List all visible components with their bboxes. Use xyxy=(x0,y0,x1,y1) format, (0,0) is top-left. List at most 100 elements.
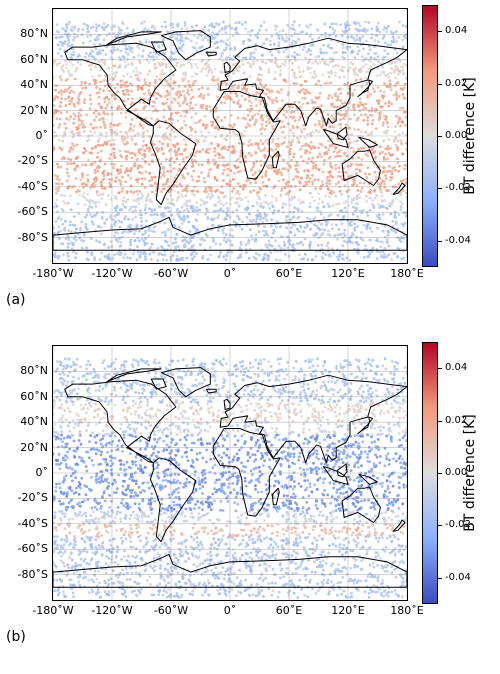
scatter-point xyxy=(361,107,365,111)
scatter-point xyxy=(252,547,256,550)
scatter-point xyxy=(198,208,202,212)
scatter-point xyxy=(150,190,154,194)
scatter-point xyxy=(63,194,66,198)
scatter-point xyxy=(254,520,258,523)
scatter-point xyxy=(59,100,63,104)
scatter-point xyxy=(136,85,140,88)
scatter-point xyxy=(256,214,260,218)
scatter-point xyxy=(266,258,270,262)
scatter-point xyxy=(222,20,225,24)
scatter-point xyxy=(260,99,264,103)
scatter-point xyxy=(128,208,132,212)
scatter-point xyxy=(131,218,135,221)
scatter-point xyxy=(233,123,236,126)
scatter-point xyxy=(113,456,117,460)
scatter-point xyxy=(58,178,61,182)
scatter-point xyxy=(300,130,304,134)
scatter-point xyxy=(139,465,142,469)
scatter-point xyxy=(203,239,207,242)
scatter-point xyxy=(379,204,383,208)
colorbar-tickmark xyxy=(438,83,442,85)
scatter-point xyxy=(269,365,273,368)
scatter-point xyxy=(236,86,239,90)
scatter-point xyxy=(373,196,377,200)
scatter-point xyxy=(332,482,336,486)
scatter-point xyxy=(193,34,196,37)
scatter-point xyxy=(399,200,402,204)
scatter-point xyxy=(59,104,63,107)
scatter-point xyxy=(320,33,323,37)
scatter-point xyxy=(390,61,394,64)
scatter-point xyxy=(161,593,165,597)
scatter-point xyxy=(172,130,176,134)
scatter-point xyxy=(137,54,141,57)
scatter-point xyxy=(79,63,83,66)
scatter-point xyxy=(282,125,286,129)
scatter-point xyxy=(209,253,213,257)
scatter-point xyxy=(180,152,184,156)
scatter-point xyxy=(200,70,203,74)
scatter-point xyxy=(93,258,96,262)
scatter-point xyxy=(143,208,147,212)
scatter-point xyxy=(249,181,253,185)
scatter-point xyxy=(216,82,220,86)
scatter-point xyxy=(276,137,280,141)
scatter-point xyxy=(153,433,156,436)
scatter-point xyxy=(202,202,206,206)
scatter-point xyxy=(394,144,398,147)
scatter-point xyxy=(206,65,209,69)
scatter-point xyxy=(281,99,284,102)
scatter-point xyxy=(225,57,228,60)
scatter-point xyxy=(276,110,279,114)
scatter-point xyxy=(403,221,407,225)
scatter-point xyxy=(297,137,300,141)
scatter-point xyxy=(94,115,98,119)
scatter-point xyxy=(268,121,271,125)
scatter-point xyxy=(235,208,239,212)
scatter-point xyxy=(164,388,167,392)
scatter-point xyxy=(121,21,124,25)
scatter-point xyxy=(397,133,401,136)
scatter-point xyxy=(65,167,69,171)
scatter-point xyxy=(395,60,398,64)
scatter-point xyxy=(308,202,312,205)
scatter-point xyxy=(234,159,238,163)
scatter-point xyxy=(242,368,246,371)
scatter-point xyxy=(281,130,285,134)
scatter-point xyxy=(156,147,160,151)
scatter-point xyxy=(203,190,207,193)
scatter-point xyxy=(253,113,257,117)
scatter-point xyxy=(222,40,226,44)
scatter-point xyxy=(232,63,236,67)
scatter-point xyxy=(190,441,194,445)
scatter-point xyxy=(58,40,62,44)
scatter-point xyxy=(374,127,378,130)
scatter-point xyxy=(389,43,392,47)
scatter-point xyxy=(127,128,131,132)
scatter-point xyxy=(56,95,60,99)
colorbar-tick-label: -0.04 xyxy=(445,234,471,246)
scatter-point xyxy=(170,112,173,116)
scatter-point xyxy=(272,138,275,141)
scatter-point xyxy=(251,60,255,63)
scatter-point xyxy=(177,84,181,88)
scatter-point xyxy=(268,90,271,94)
scatter-point xyxy=(93,171,97,175)
scatter-point xyxy=(245,216,249,219)
scatter-point xyxy=(264,170,268,174)
scatter-point xyxy=(308,91,311,95)
scatter-point xyxy=(128,48,132,52)
scatter-point xyxy=(343,75,346,79)
scatter-point xyxy=(87,134,91,137)
scatter-point xyxy=(385,30,389,34)
scatter-point xyxy=(60,97,63,100)
scatter-point xyxy=(173,176,177,180)
scatter-point xyxy=(334,163,338,167)
scatter-point xyxy=(293,51,296,54)
scatter-point xyxy=(60,78,63,82)
scatter-point xyxy=(382,179,386,183)
scatter-point xyxy=(212,25,216,29)
scatter-point xyxy=(236,102,240,105)
scatter-point xyxy=(381,121,385,125)
scatter-point xyxy=(212,439,215,443)
